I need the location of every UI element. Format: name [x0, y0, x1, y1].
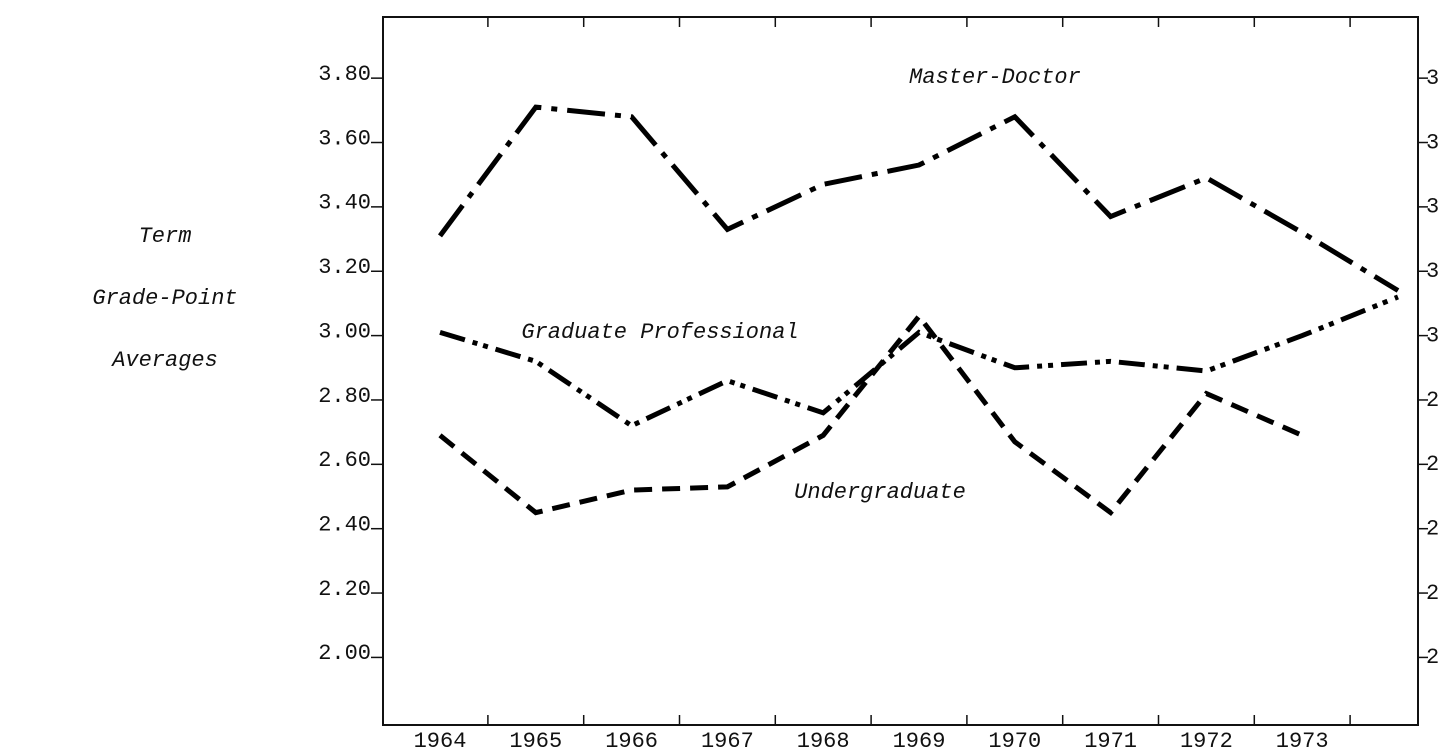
y2-tick-label: 3.60: [1426, 130, 1439, 155]
y-tick-label: 3.40: [318, 191, 371, 216]
series-line: [438, 312, 1304, 517]
x-tick-label: 1970: [988, 729, 1041, 754]
y-tick-label: 2.40: [318, 513, 371, 538]
plot-frame: [382, 16, 1419, 726]
y-axis-label: Averages: [110, 348, 218, 373]
y-tick-label: 2.00: [318, 641, 371, 666]
y-axis-label: Term: [139, 224, 192, 249]
annotation: Master-Doctor: [909, 65, 1081, 90]
annotation: Graduate Professional: [521, 320, 798, 345]
y2-tick-label: 2.80: [1426, 388, 1439, 413]
x-tick-label: 1973: [1276, 729, 1329, 754]
x-tick-label: 1964: [414, 729, 467, 754]
x-tick-label: 1966: [605, 729, 658, 754]
y-tick-label: 3.80: [318, 62, 371, 87]
x-tick-label: 1969: [893, 729, 946, 754]
y2-tick-label: 2.00: [1426, 645, 1439, 670]
y-tick-label: 2.80: [318, 384, 371, 409]
series-line: [439, 294, 1399, 429]
y-tick-label: 3.20: [318, 255, 371, 280]
x-tick-label: 1971: [1084, 729, 1137, 754]
y-tick-label: 3.60: [318, 126, 371, 151]
series-line: [437, 104, 1400, 293]
annotation: Undergraduate: [794, 480, 966, 505]
x-tick-label: 1965: [509, 729, 562, 754]
y2-tick-label: 3.40: [1426, 195, 1439, 220]
y2-tick-label: 2.60: [1426, 452, 1439, 477]
y2-tick-label: 3.80: [1426, 66, 1439, 91]
y2-tick-label: 3.20: [1426, 259, 1439, 284]
x-tick-label: 1968: [797, 729, 850, 754]
y2-tick-label: 3.00: [1426, 323, 1439, 348]
y-tick-label: 2.60: [318, 448, 371, 473]
y2-tick-label: 2.20: [1426, 581, 1439, 606]
y-tick-label: 3.00: [318, 319, 371, 344]
x-tick-label: 1967: [701, 729, 754, 754]
y-axis-label: Grade-Point: [92, 286, 237, 311]
y2-tick-label: 2.40: [1426, 517, 1439, 542]
x-tick-label: 1972: [1180, 729, 1233, 754]
y-tick-label: 2.20: [318, 577, 371, 602]
